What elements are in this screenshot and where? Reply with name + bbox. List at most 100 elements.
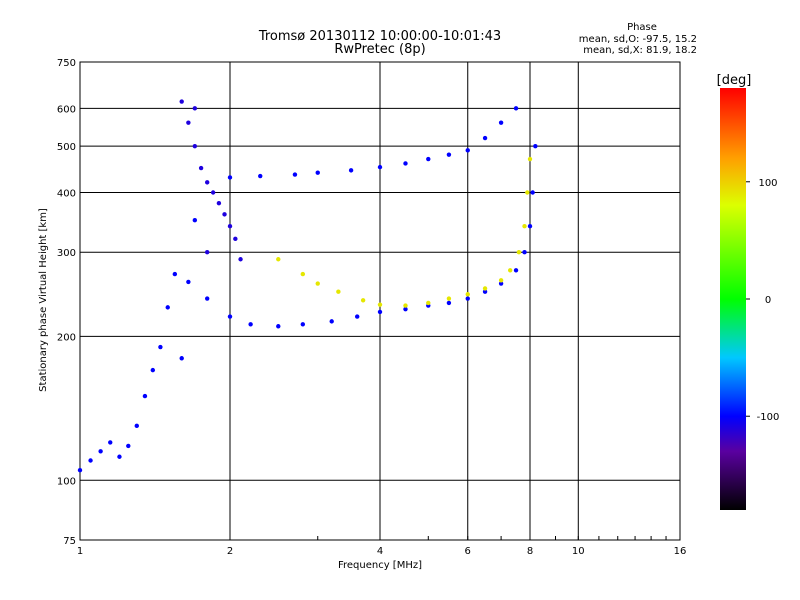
x-tick-label: 4 [377, 546, 383, 557]
colorbar-tick-label: 100 [758, 178, 777, 189]
x-tick-label: 8 [527, 546, 533, 557]
echo-point [186, 279, 191, 285]
echo-point [336, 289, 341, 294]
echo-point [348, 168, 354, 173]
chart-title-line1: Tromsø 20130112 10:00:00-10:01:43 [258, 29, 501, 44]
echo-point [126, 443, 131, 449]
echo-point [248, 322, 253, 327]
echo-point [498, 281, 504, 286]
echo-point [426, 300, 431, 306]
echo-point [516, 250, 522, 255]
echo-point [198, 165, 204, 171]
echo-point [108, 440, 113, 445]
echo-point [222, 212, 227, 217]
echo-point [513, 268, 519, 273]
echo-point [158, 344, 163, 350]
echo-point [522, 250, 527, 255]
echo-point [192, 106, 198, 111]
echo-point [179, 356, 184, 361]
echo-point [403, 303, 408, 308]
x-tick-label: 6 [465, 546, 471, 557]
echo-point [134, 423, 139, 429]
echo-point [533, 143, 538, 149]
echo-point [446, 152, 452, 157]
x-axis-label: Frequency [MHz] [338, 560, 422, 571]
echo-point [465, 296, 470, 301]
x-tick-label: 1 [77, 546, 83, 557]
echo-point [465, 292, 470, 297]
plot-area: 75 100 200 300 400 500 600 750 1 2 4 6 8 10 16 [57, 58, 686, 557]
echo-point [329, 319, 334, 324]
echo-point [513, 106, 519, 111]
echo-point [172, 271, 178, 277]
y-tick-label: 500 [57, 142, 76, 153]
echo-point [300, 322, 306, 327]
echo-point [238, 257, 243, 262]
echo-point [292, 172, 298, 177]
echo-point [276, 324, 281, 329]
echo-point [192, 218, 198, 223]
phase-stats-x: mean, sd,X: 81.9, 18.2 [583, 45, 697, 56]
echo-point [233, 236, 238, 242]
echo-point [530, 190, 535, 195]
echo-point [482, 135, 488, 141]
echo-point [186, 120, 191, 125]
y-axis-label: Stationary phase Virtual Height [km] [38, 208, 49, 392]
echo-point [210, 190, 216, 195]
echo-point [426, 156, 431, 162]
echo-point [482, 286, 488, 291]
echo-point [165, 305, 170, 310]
y-tick-label: 100 [57, 476, 76, 487]
echo-point [482, 289, 488, 294]
echo-point [204, 296, 210, 301]
echo-point [527, 224, 533, 229]
echo-point [465, 148, 470, 153]
echo-point [98, 449, 103, 454]
echo-point [276, 257, 281, 262]
echo-point [522, 224, 527, 229]
phase-stats-o: mean, sd,O: -97.5, 15.2 [579, 34, 697, 45]
phase-header: Phase [627, 22, 657, 33]
x-tick-label: 16 [674, 546, 687, 557]
chart-title-line2: RwPretec (8p) [334, 42, 425, 57]
echo-point [227, 175, 233, 180]
colorbar-tick-label: -100 [757, 412, 780, 423]
echo-point [204, 180, 210, 185]
echo-point [377, 164, 383, 170]
echo-point [446, 296, 452, 301]
x-tick-label: 2 [227, 546, 233, 557]
echo-point [300, 271, 306, 277]
echo-point [258, 173, 263, 179]
echo-point [142, 393, 148, 399]
y-tick-label: 300 [57, 248, 76, 259]
echo-point [315, 281, 320, 286]
echo-point [315, 170, 320, 175]
echo-point [216, 200, 222, 206]
echo-point [498, 120, 504, 125]
echo-point [527, 156, 533, 162]
echo-point [498, 278, 504, 283]
echo-point [77, 467, 83, 473]
y-tick-label: 600 [57, 104, 76, 115]
echo-point [88, 458, 93, 463]
echo-point [377, 309, 383, 315]
y-tick-label: 75 [63, 536, 76, 547]
echo-point [354, 314, 360, 319]
echo-point [179, 99, 184, 104]
echo-point [150, 367, 156, 373]
colorbar [720, 88, 746, 510]
echo-point [403, 161, 408, 166]
echo-point [204, 250, 210, 255]
echo-point [446, 300, 452, 306]
echo-point [403, 306, 408, 312]
echo-point [227, 224, 233, 229]
x-tick-label: 10 [572, 546, 585, 557]
echo-point [227, 314, 233, 319]
echo-point [525, 190, 530, 195]
echo-point [507, 268, 513, 273]
colorbar-label: [deg] [717, 73, 752, 88]
echo-point [377, 302, 383, 307]
echo-point [360, 298, 366, 303]
echo-point [117, 454, 122, 459]
